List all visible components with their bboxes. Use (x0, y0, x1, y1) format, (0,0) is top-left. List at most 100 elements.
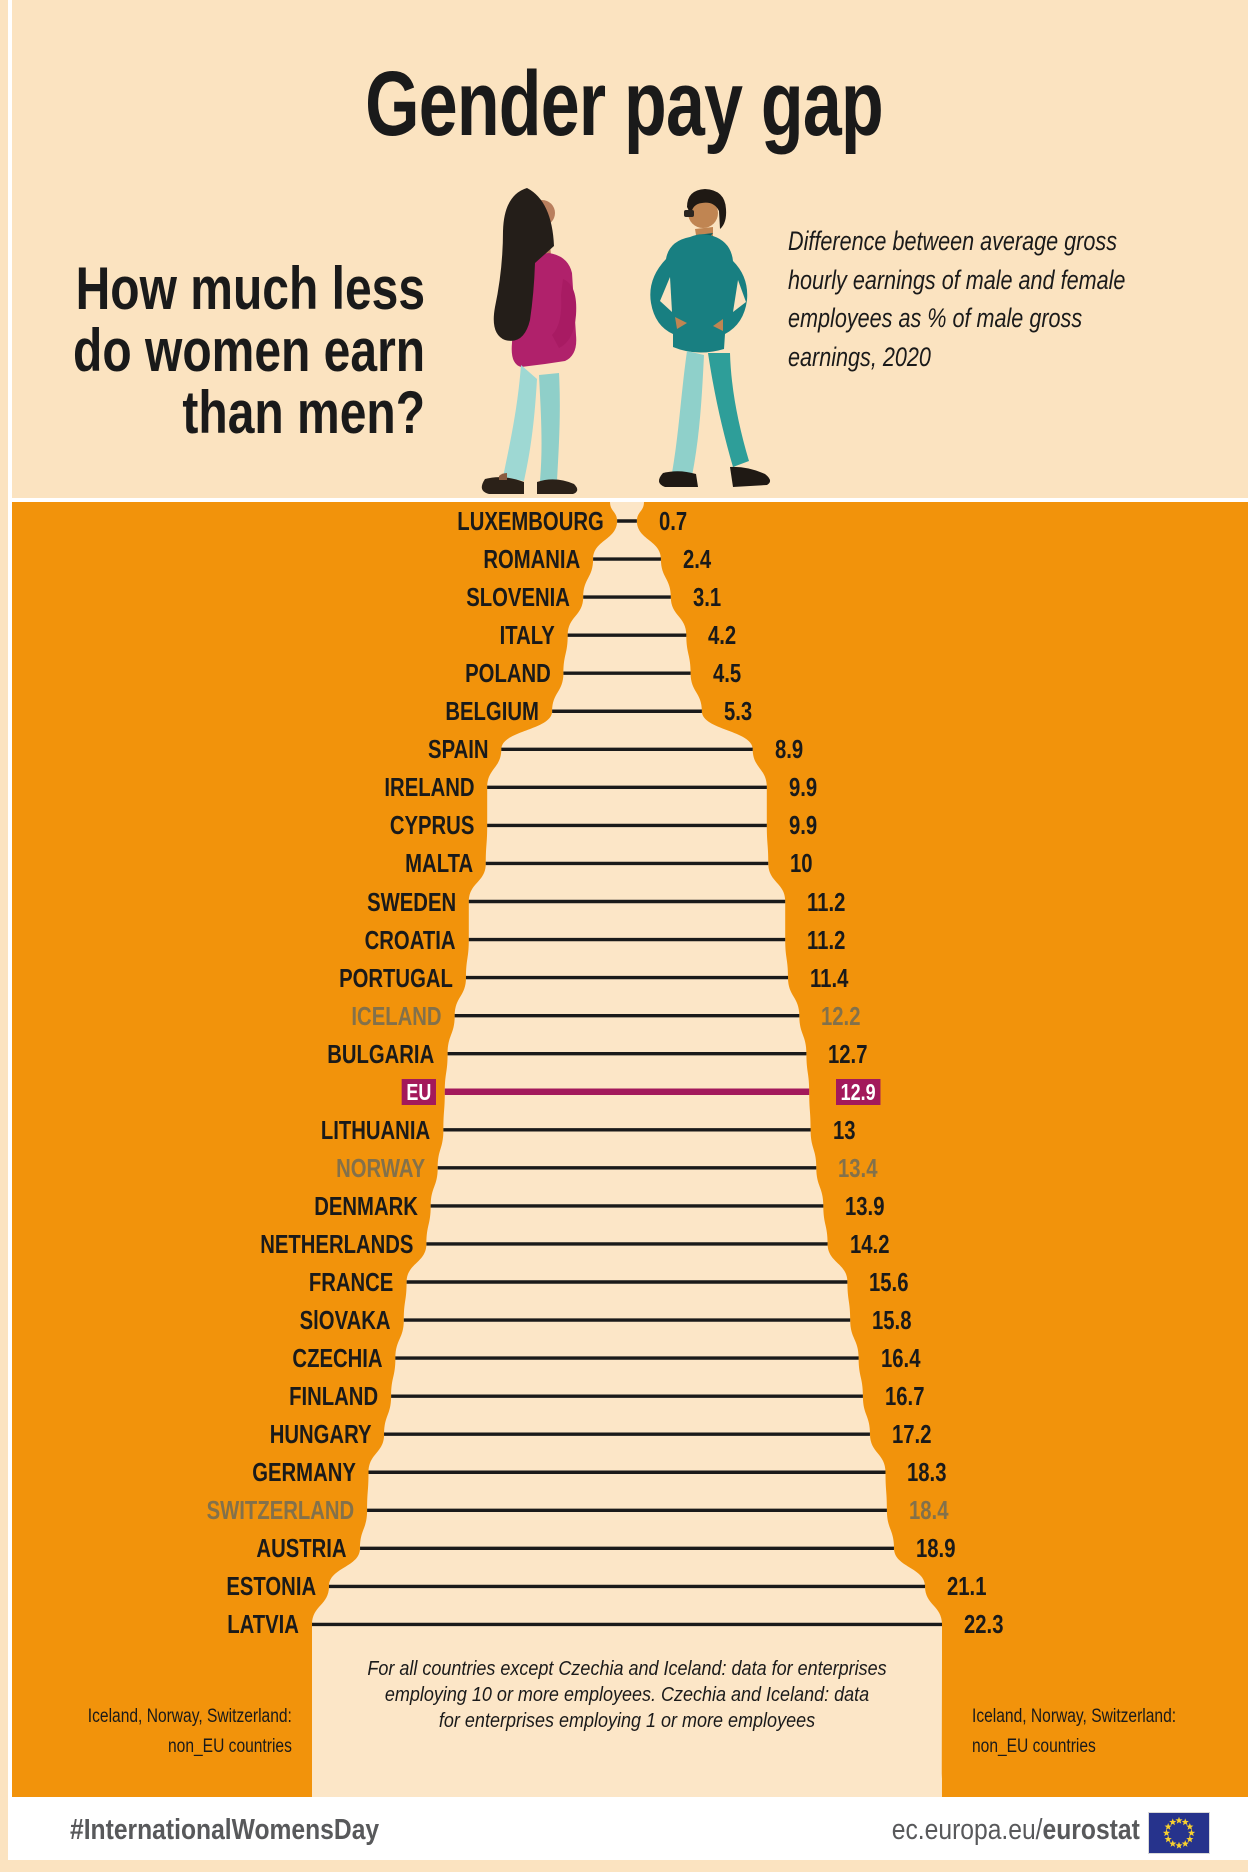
url-bold-part: eurostat (1042, 1814, 1140, 1846)
value-label: 18.9 (915, 1533, 956, 1564)
chart-description: Difference between average gross hourly … (788, 222, 1125, 376)
country-label: AUSTRIA (256, 1533, 348, 1564)
country-label: LITHUANIA (321, 1114, 431, 1145)
value-label: 10 (790, 848, 813, 879)
value-label: 0.7 (658, 506, 688, 536)
value-label: 13.9 (845, 1190, 885, 1221)
country-label: NETHERLANDS (260, 1228, 414, 1259)
value-label: 3.1 (692, 582, 721, 613)
flag-star (1169, 1818, 1177, 1826)
value-label: 15.8 (872, 1305, 912, 1336)
country-label: BULGARIA (327, 1038, 435, 1069)
country-label: ROMANIA (483, 544, 581, 575)
non-eu-note-right: Iceland, Norway, Switzerland: non_EU cou… (972, 1702, 1176, 1762)
footer-bar (12, 1800, 1248, 1860)
value-label: 12.9 (836, 1078, 881, 1105)
value-label: 11.4 (810, 962, 849, 993)
note-line: Iceland, Norway, Switzerland: (972, 1706, 1177, 1727)
value-label: 2.4 (682, 544, 712, 575)
country-label: SPAIN (427, 734, 489, 765)
country-label: FRANCE (309, 1267, 394, 1297)
flag-star (1169, 1840, 1177, 1847)
value-label: 4.2 (708, 620, 737, 651)
flag-star (1164, 1835, 1172, 1843)
question-line: How much less (75, 255, 425, 322)
value-label: 11.2 (807, 886, 846, 917)
description-line: earnings, 2020 (788, 341, 931, 372)
value-label: 13.4 (838, 1152, 878, 1183)
country-label: MALTA (404, 848, 473, 879)
methodology-note: For all countries except Czechia and Ice… (267, 1656, 987, 1734)
country-label: SWITZERLAND (206, 1495, 355, 1526)
question-line: do women earn (72, 317, 425, 384)
value-label: 11.2 (807, 924, 846, 955)
flag-star (1181, 1840, 1189, 1847)
value-label: 15.6 (869, 1267, 909, 1297)
value-label: 17.2 (891, 1419, 932, 1450)
country-label: LUXEMBOURG (457, 506, 605, 536)
country-label: ICELAND (351, 1000, 442, 1031)
country-label: SlOVAKA (299, 1305, 391, 1336)
note-line: employing 10 or more employees. Czechia … (384, 1684, 870, 1706)
value-label: 14.2 (849, 1228, 890, 1259)
value-label: 18.3 (907, 1457, 947, 1488)
value-label: 12.7 (828, 1038, 868, 1069)
description-line: Difference between average gross (788, 226, 1117, 256)
value-label: 13 (832, 1114, 856, 1145)
country-label: LATVIA (227, 1609, 300, 1640)
value-label: 9.9 (788, 810, 818, 841)
value-label: 16.7 (884, 1381, 925, 1412)
country-label: GERMANY (251, 1457, 356, 1488)
description-line: hourly earnings of male and female (788, 264, 1126, 295)
country-label: CYPRUS (389, 810, 475, 841)
country-label: EU (401, 1078, 436, 1105)
question-heading: How much less do women earn than men? (73, 258, 425, 444)
left-margin-strip (0, 0, 8, 1872)
country-label: POLAND (464, 658, 551, 689)
flag-star (1175, 1816, 1183, 1824)
country-label: ITALY (499, 620, 555, 651)
flag-star (1186, 1835, 1194, 1843)
flag-star (1162, 1829, 1171, 1837)
bottom-margin-strip (0, 1860, 1248, 1872)
note-line: non_EU countries (972, 1736, 1096, 1757)
country-label: ESTONIA (226, 1571, 316, 1602)
value-label: 22.3 (963, 1609, 1004, 1640)
flag-star (1181, 1818, 1189, 1826)
value-label: 9.9 (788, 772, 818, 803)
value-label: 18.4 (908, 1495, 949, 1526)
country-label: SWEDEN (366, 886, 456, 917)
page-title: Gender pay gap (365, 53, 884, 155)
description-line: employees as % of male gross (788, 303, 1083, 333)
chart-background (12, 502, 1248, 1797)
hashtag-label: #InternationalWomensDay (70, 1814, 380, 1846)
country-label: FINLAND (289, 1381, 379, 1412)
flag-star (1186, 1822, 1194, 1830)
value-label: 21.1 (947, 1571, 987, 1602)
note-line: Iceland, Norway, Switzerland: (87, 1706, 292, 1727)
note-line: For all countries except Czechia and Ice… (367, 1658, 887, 1680)
value-label: 4.5 (712, 658, 741, 689)
flag-star (1187, 1829, 1196, 1837)
country-label: CROATIA (364, 924, 456, 955)
flag-star (1175, 1841, 1183, 1849)
country-label: DENMARK (314, 1190, 418, 1221)
eurostat-url[interactable]: ec.europa.eu/eurostat (892, 1800, 1140, 1860)
url-regular-part: ec.europa.eu/ (891, 1814, 1043, 1846)
country-label: SLOVENIA (466, 582, 571, 613)
question-line: than men? (182, 379, 425, 446)
value-label: 12.2 (821, 1000, 861, 1031)
note-line: non_EU countries (168, 1736, 292, 1757)
country-label: CZECHIA (292, 1343, 383, 1374)
header-block (12, 0, 1248, 498)
value-label: 16.4 (880, 1343, 921, 1374)
non-eu-note-left: Iceland, Norway, Switzerland: non_EU cou… (88, 1702, 292, 1762)
country-label: IRELAND (384, 772, 475, 803)
eu-flag-icon (1148, 1812, 1210, 1854)
country-label: PORTUGAL (339, 962, 453, 993)
country-label: NORWAY (335, 1152, 425, 1183)
note-line: for enterprises employing 1 or more empl… (438, 1710, 816, 1732)
flag-star (1164, 1822, 1172, 1830)
country-label: HUNGARY (269, 1419, 372, 1450)
